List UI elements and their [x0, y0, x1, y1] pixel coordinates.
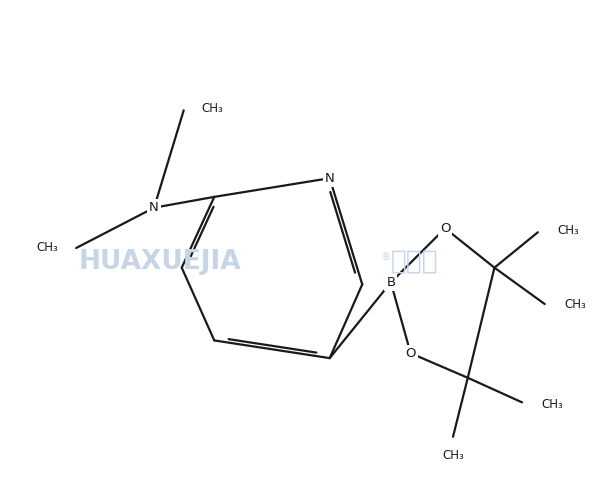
Text: ®: ® [381, 252, 391, 262]
Text: O: O [440, 222, 450, 235]
Text: CH₃: CH₃ [442, 448, 464, 462]
Text: N: N [325, 172, 335, 185]
Text: CH₃: CH₃ [202, 102, 223, 115]
Text: CH₃: CH₃ [558, 224, 579, 237]
Text: B: B [386, 276, 395, 289]
Text: O: O [405, 347, 416, 360]
Text: 化学加: 化学加 [391, 249, 438, 275]
Text: N: N [149, 201, 159, 214]
Text: CH₃: CH₃ [565, 298, 586, 310]
Text: CH₃: CH₃ [542, 398, 563, 411]
Text: CH₃: CH₃ [37, 242, 58, 254]
Text: HUAXUEJIA: HUAXUEJIA [78, 249, 241, 275]
